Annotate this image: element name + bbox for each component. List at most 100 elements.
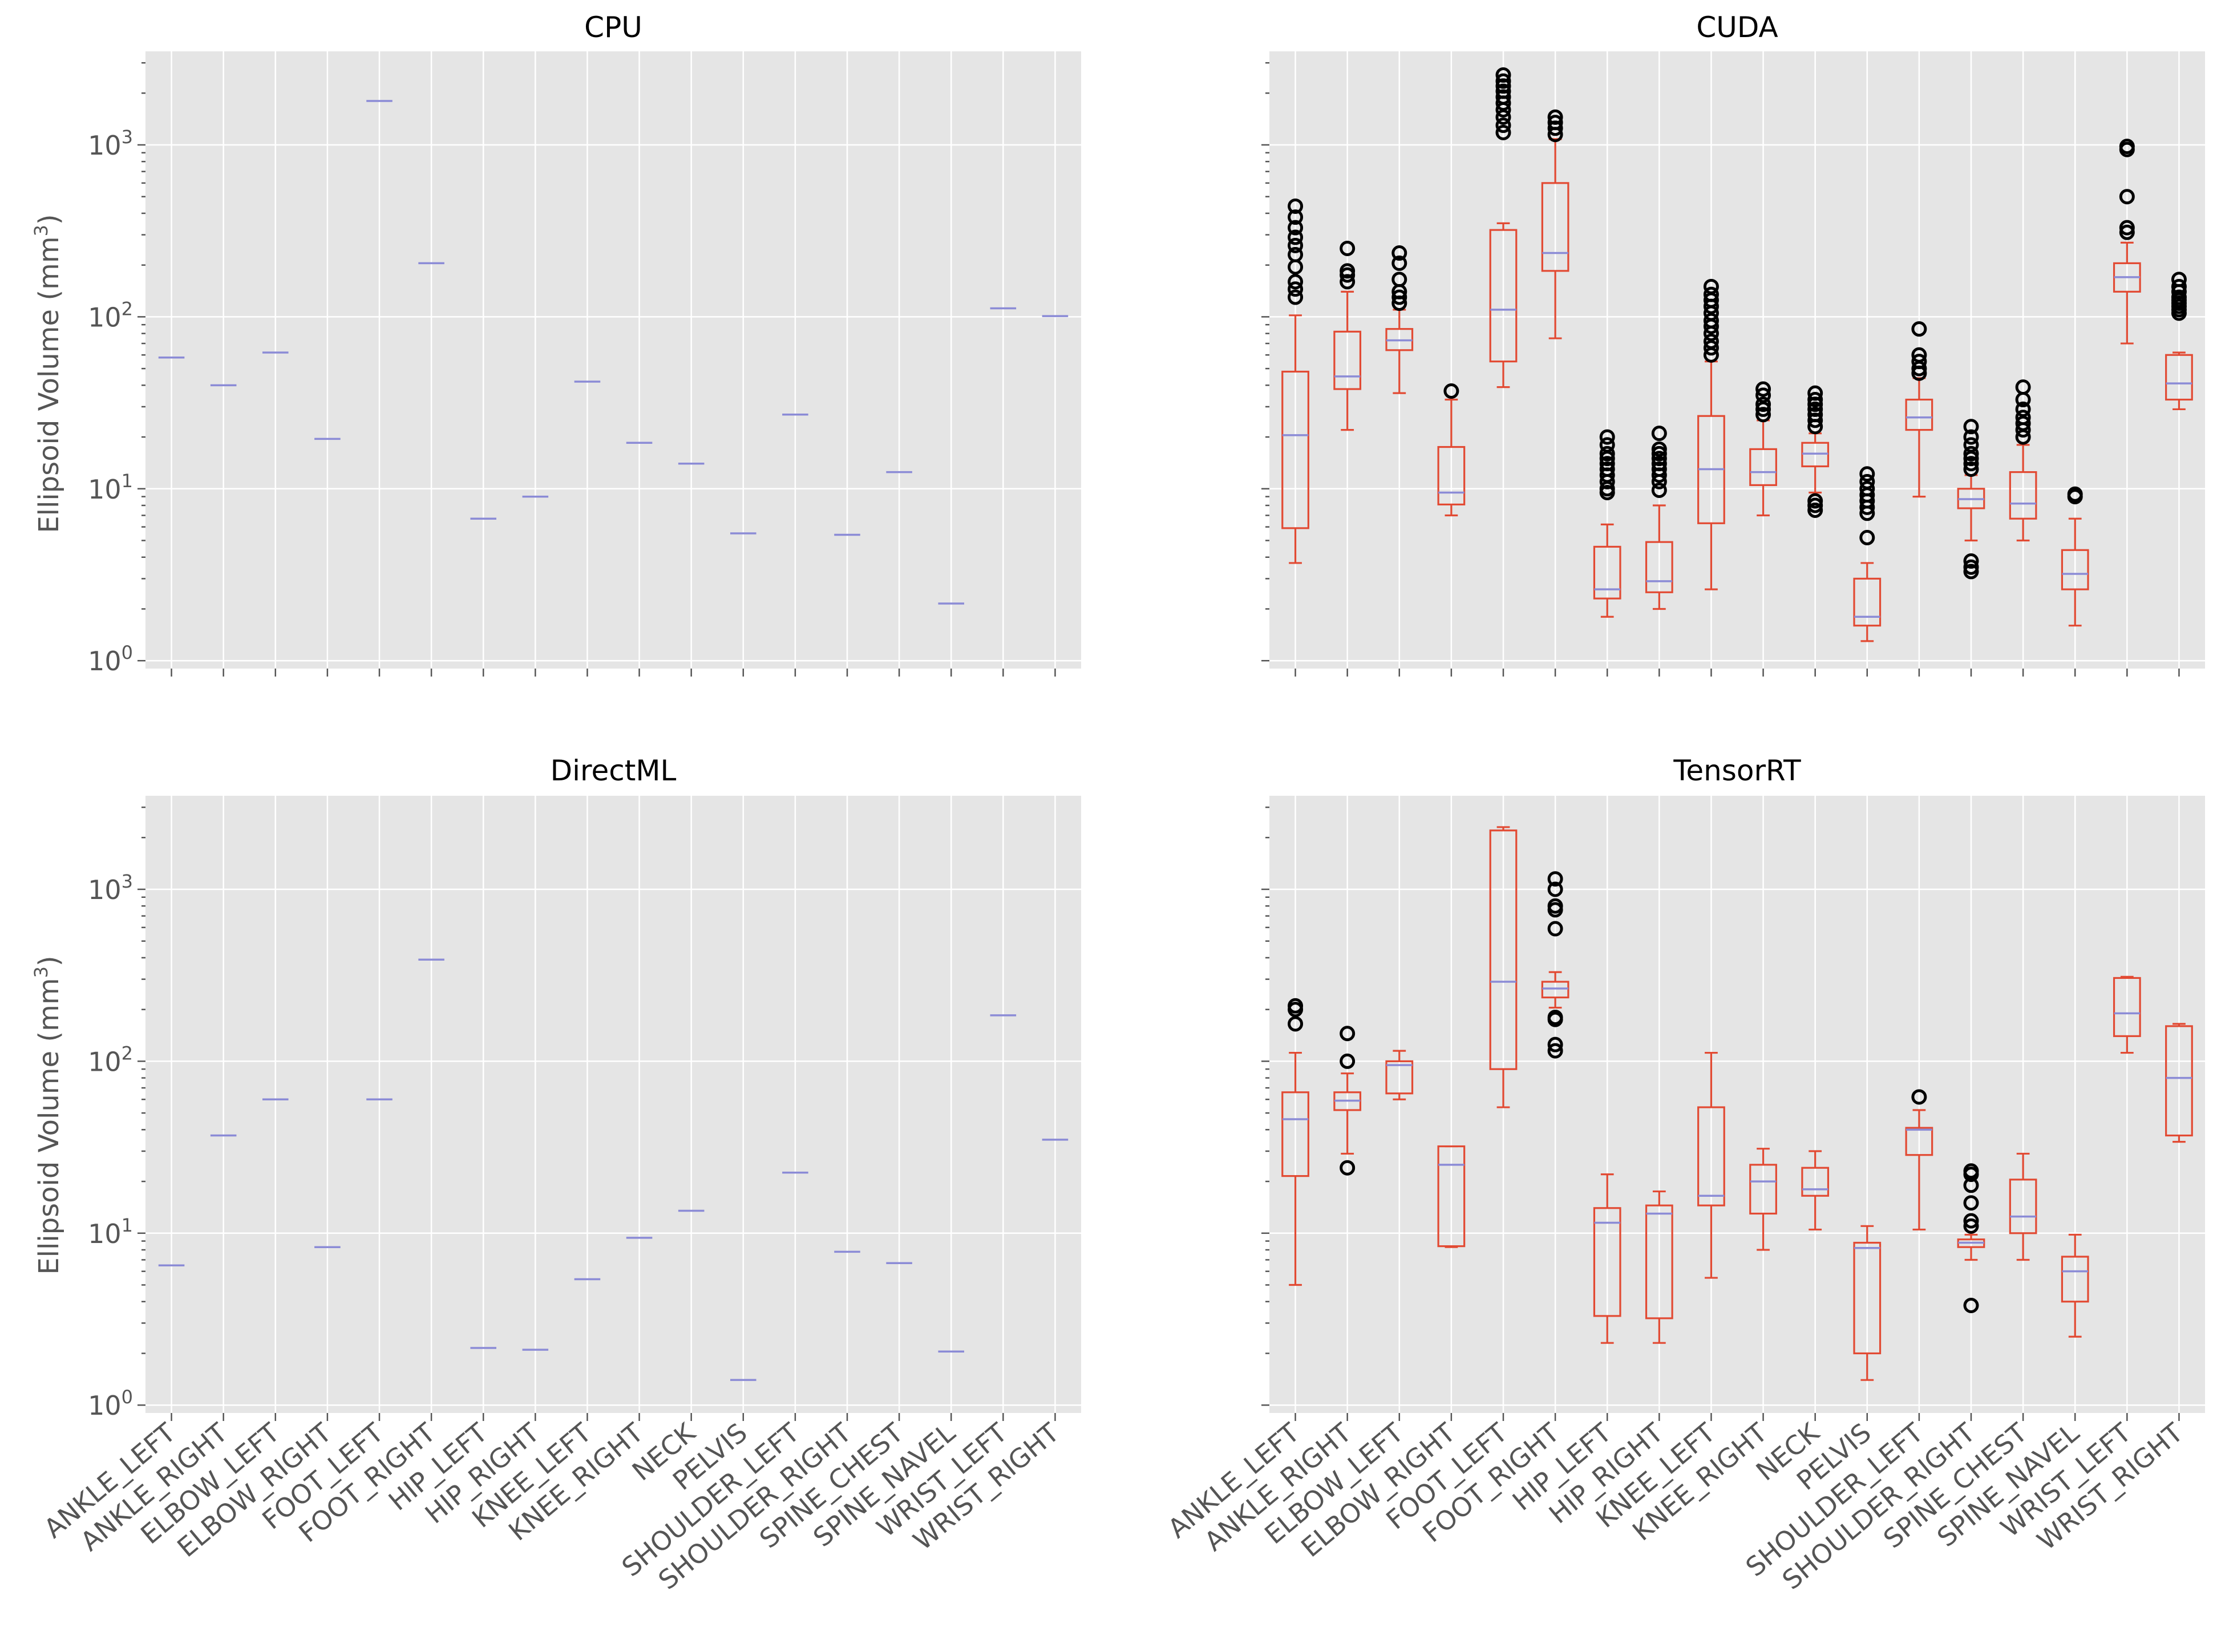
box [1645, 1204, 1673, 1319]
outlier-point [1703, 313, 1719, 329]
panel-title-tensorrt: TensorRT [1673, 754, 1801, 787]
outlier-point [1859, 529, 1875, 545]
outlier-point [1911, 1089, 1927, 1105]
outlier-point [1911, 347, 1927, 363]
outlier-point [1755, 381, 1771, 397]
outlier-point [1963, 1218, 1979, 1234]
outlier-point [1859, 473, 1875, 489]
outlier-point [1963, 446, 1979, 461]
outlier-point [1599, 461, 1615, 477]
y-tick-label: 100 [88, 1386, 133, 1421]
outlier-point [1495, 83, 1511, 99]
outlier-point [1547, 1036, 1563, 1052]
outlier-point [1911, 354, 1927, 370]
outlier-point [1288, 198, 1304, 214]
outlier-point [1547, 898, 1563, 914]
panel-title-cuda: CUDA [1696, 11, 1778, 44]
y-tick-label: 100 [88, 642, 133, 677]
outlier-point [1547, 115, 1563, 131]
outlier-point [1651, 441, 1667, 457]
outlier-point [1288, 274, 1304, 290]
outlier-point [1599, 456, 1615, 472]
panel-title-directml: DirectML [551, 754, 677, 787]
outlier-point [1547, 881, 1563, 897]
box [2165, 354, 2193, 401]
box [1593, 1207, 1621, 1317]
outlier-point [1547, 109, 1563, 125]
outlier-point [2119, 224, 2135, 240]
outlier-point [1547, 921, 1563, 937]
plot-area-directml [145, 796, 1081, 1413]
outlier-point [1963, 1163, 1979, 1179]
outlier-point [2171, 278, 2187, 294]
box [2061, 1256, 2089, 1303]
outlier-point [2015, 379, 2031, 395]
outlier-point [1807, 412, 1823, 428]
plot-area-tensorrt [1269, 796, 2205, 1413]
plot-area-cpu [145, 51, 1081, 669]
outlier-point [1963, 1195, 1979, 1211]
outlier-point [1651, 456, 1667, 472]
outlier-point [1703, 340, 1719, 356]
box [1645, 541, 1673, 593]
outlier-point [1963, 1177, 1979, 1193]
outlier-point [1495, 67, 1511, 83]
outlier-point [1443, 383, 1459, 399]
outlier-point [1963, 419, 1979, 435]
outlier-point [2015, 410, 2031, 426]
outlier-point [1391, 289, 1407, 305]
outlier-point [1599, 429, 1615, 445]
outlier-point [1547, 1009, 1563, 1025]
panel-cuda: CUDA [1261, 11, 2205, 677]
box [1385, 1060, 1414, 1095]
box [1281, 370, 1309, 529]
outlier-point [1340, 1053, 1356, 1069]
outlier-point [1547, 120, 1563, 136]
outlier-point [1963, 461, 1979, 477]
outlier-point [1495, 124, 1511, 140]
y-tick-label: 101 [88, 1214, 133, 1249]
box [1333, 330, 1362, 390]
y-axis-label-top: Ellipsoid Volume (mm3) [30, 214, 65, 533]
box [1437, 1145, 1466, 1248]
box [1749, 1164, 1777, 1215]
outlier-point [1703, 333, 1719, 349]
outlier-point [1288, 229, 1304, 245]
outlier-point [1391, 255, 1407, 271]
outlier-point [1495, 89, 1511, 105]
outlier-point [1340, 263, 1356, 279]
outlier-point [1599, 446, 1615, 461]
outlier-point [1651, 461, 1667, 477]
outlier-point [1963, 553, 1979, 569]
outlier-point [1288, 1016, 1304, 1032]
box [2009, 471, 2037, 520]
y-tick-label: 101 [88, 470, 133, 505]
outlier-point [1963, 456, 1979, 472]
outlier-point [1807, 401, 1823, 417]
outlier-point [1911, 321, 1927, 337]
panel-title-cpu: CPU [584, 11, 642, 44]
box [1489, 229, 1518, 363]
box [1437, 446, 1466, 505]
box [2113, 977, 2141, 1037]
outlier-point [1288, 289, 1304, 305]
outlier-point [1651, 451, 1667, 467]
panel-cpu: CPU 100 101 102 103 [88, 11, 1081, 677]
box [1541, 182, 1569, 272]
outlier-point [1288, 246, 1304, 262]
plot-area-cuda [1269, 51, 2205, 669]
outlier-point [1963, 437, 1979, 453]
y-axis-label-bottom: Ellipsoid Volume (mm3) [30, 955, 65, 1274]
outlier-point [1963, 1213, 1979, 1229]
box [2061, 549, 2089, 590]
outlier-point [1495, 109, 1511, 125]
outlier-point [1807, 392, 1823, 408]
box [2009, 1179, 2037, 1234]
box [1905, 1127, 1933, 1156]
outlier-point [2015, 401, 2031, 417]
panel-directml: DirectML 100101102103ANKLE_LEFTANKLE_RIG… [38, 754, 1081, 1596]
box [1801, 1167, 1830, 1197]
box [1489, 829, 1518, 1070]
y-tick-label: 102 [88, 298, 133, 333]
